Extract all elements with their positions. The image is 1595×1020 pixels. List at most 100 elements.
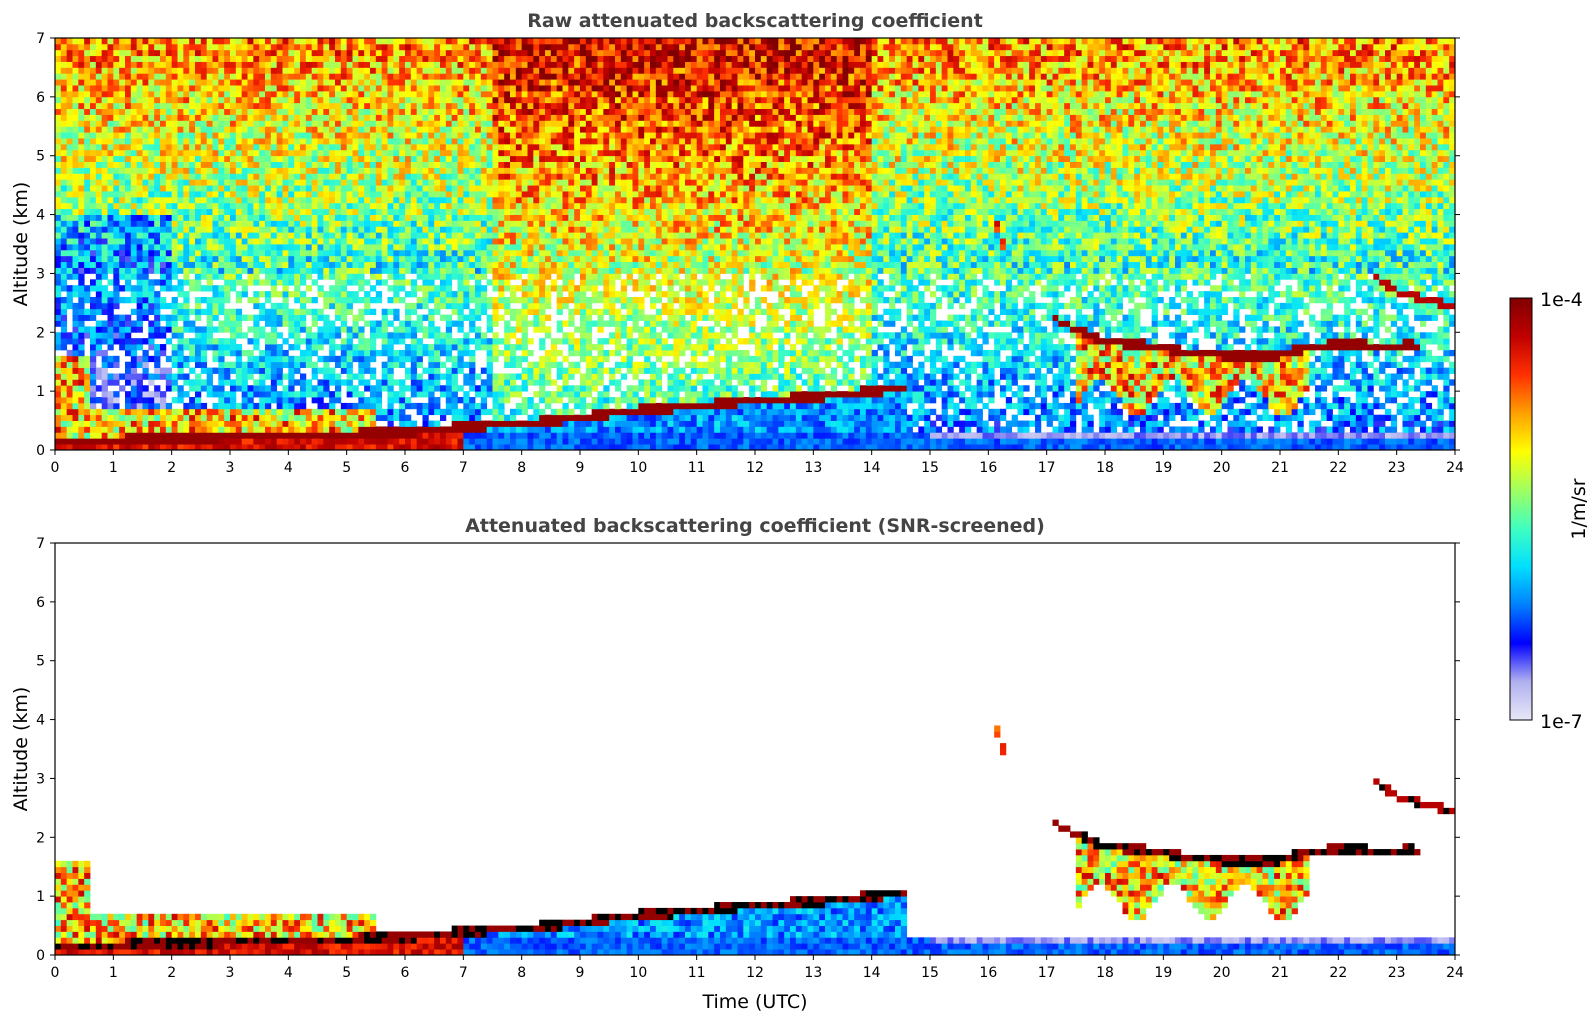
heatmap-cell <box>212 155 219 162</box>
heatmap-cell <box>253 344 260 351</box>
heatmap-cell <box>358 120 365 127</box>
heatmap-cell <box>183 391 190 398</box>
heatmap-cell <box>189 38 196 45</box>
heatmap-cell <box>492 43 499 51</box>
heatmap-cell <box>346 438 353 445</box>
heatmap-cell <box>305 308 313 316</box>
heatmap-cell <box>504 226 511 233</box>
heatmap-cell <box>160 214 167 221</box>
heatmap-cell <box>300 267 307 274</box>
heatmap-cell <box>195 344 202 351</box>
heatmap-cell <box>107 414 114 421</box>
heatmap-cell <box>125 155 132 162</box>
heatmap-cell <box>142 408 149 416</box>
heatmap-cell <box>195 73 202 80</box>
heatmap-cell <box>375 291 383 298</box>
heatmap-cell <box>224 138 231 145</box>
heatmap-cell <box>294 444 301 451</box>
heatmap-cell <box>72 155 79 162</box>
heatmap-cell <box>387 191 394 198</box>
heatmap-cell <box>346 408 353 416</box>
heatmap-cell <box>165 173 173 180</box>
heatmap-cell <box>183 402 190 410</box>
heatmap-cell <box>317 379 324 386</box>
heatmap-cell <box>119 244 126 251</box>
heatmap-cell <box>165 367 173 374</box>
heatmap-cell <box>387 90 394 98</box>
heatmap-cell <box>224 273 231 280</box>
heatmap-cell <box>119 296 126 304</box>
heatmap-cell <box>55 338 62 345</box>
heatmap-cell <box>101 249 108 257</box>
heatmap-cell <box>434 167 441 174</box>
heatmap-cell <box>294 161 301 168</box>
heatmap-cell <box>189 196 196 204</box>
heatmap-cell <box>130 161 138 168</box>
heatmap-cell <box>492 185 499 192</box>
heatmap-cell <box>486 61 493 68</box>
heatmap-cell <box>55 220 62 227</box>
heatmap-cell <box>165 355 173 363</box>
heatmap-cell <box>475 408 482 416</box>
heatmap-cell <box>95 132 103 139</box>
heatmap-cell <box>364 291 371 298</box>
heatmap-cell <box>416 73 423 80</box>
heatmap-cell <box>113 208 120 215</box>
heatmap-cell <box>66 191 73 198</box>
heatmap-cell <box>224 79 231 86</box>
heatmap-cell <box>323 196 330 204</box>
heatmap-cell <box>72 90 79 98</box>
heatmap-cell <box>469 349 476 357</box>
heatmap-cell <box>317 367 324 374</box>
heatmap-cell <box>463 55 470 62</box>
heatmap-cell <box>335 296 342 304</box>
heatmap-cell <box>224 344 231 351</box>
heatmap-cell <box>352 179 359 186</box>
heatmap-cell <box>189 326 196 333</box>
heatmap-cell <box>457 126 464 133</box>
heatmap-cell <box>218 267 225 274</box>
heatmap-cell <box>352 420 359 427</box>
heatmap-cell <box>101 308 108 316</box>
heatmap-cell <box>148 432 155 439</box>
heatmap-cell <box>451 226 458 233</box>
heatmap-cell <box>195 397 202 404</box>
heatmap-cell <box>270 220 278 227</box>
heatmap-cell <box>130 285 138 292</box>
heatmap-cell <box>78 220 85 227</box>
heatmap-cell <box>259 361 266 368</box>
heatmap-cell <box>253 149 260 157</box>
heatmap-cell <box>142 414 149 421</box>
heatmap-cell <box>78 138 85 145</box>
heatmap-cell <box>387 55 394 62</box>
heatmap-cell <box>323 143 330 151</box>
heatmap-cell <box>329 379 336 386</box>
heatmap-cell <box>486 155 493 162</box>
heatmap-cell <box>136 208 143 215</box>
heatmap-cell <box>241 202 248 210</box>
heatmap-cell <box>212 444 219 451</box>
heatmap-cell <box>171 132 178 139</box>
heatmap-cell <box>282 161 289 168</box>
heatmap-cell <box>230 220 237 227</box>
heatmap-cell <box>160 373 167 380</box>
heatmap-cell <box>486 208 493 215</box>
heatmap-cell <box>270 167 278 174</box>
heatmap-cell <box>480 308 488 316</box>
heatmap-cell <box>451 85 458 92</box>
heatmap-cell <box>84 38 91 45</box>
heatmap-cell <box>451 338 458 345</box>
heatmap-cell <box>55 402 62 410</box>
heatmap-cell <box>154 238 161 245</box>
heatmap-cell <box>78 426 85 433</box>
heatmap-cell <box>323 432 330 439</box>
heatmap-cell <box>270 208 278 215</box>
heatmap-cell <box>305 244 313 251</box>
heatmap-cell <box>480 432 488 439</box>
heatmap-cell <box>422 167 429 174</box>
heatmap-cell <box>358 90 365 98</box>
heatmap-cell <box>370 438 377 445</box>
heatmap-cell <box>457 338 464 345</box>
heatmap-cell <box>463 226 470 233</box>
heatmap-cell <box>189 67 196 74</box>
